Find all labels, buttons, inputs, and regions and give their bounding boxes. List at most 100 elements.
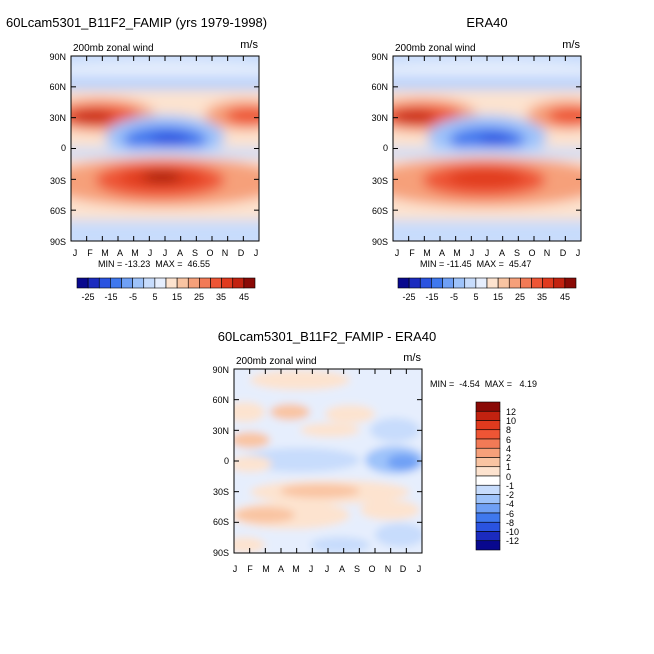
y-tick-label: 30S — [213, 487, 229, 497]
colorbar-label: -10 — [506, 527, 519, 537]
colorbar-label: 45 — [239, 292, 249, 302]
panel-2-title: ERA40 — [466, 15, 507, 30]
x-tick-label: J — [148, 248, 153, 258]
x-tick-label: A — [499, 248, 505, 258]
panel-2-colorbar-labels: -25 -15 -5 5 15 25 35 45 — [402, 292, 570, 302]
x-tick-label: A — [278, 564, 284, 574]
x-tick-label: M — [423, 248, 431, 258]
colorbar-swatch — [154, 277, 167, 289]
panel-3-title: 60Lcam5301_B11F2_FAMIP - ERA40 — [218, 329, 436, 344]
x-tick-label: J — [576, 248, 581, 258]
x-tick-label: M — [131, 248, 139, 258]
x-tick-label: M — [262, 564, 270, 574]
y-tick-label: 30N — [212, 426, 229, 436]
colorbar-label: 25 — [515, 292, 525, 302]
panel-1-colorbar — [76, 277, 256, 289]
x-tick-label: M — [453, 248, 461, 258]
y-tick-label: 30N — [371, 113, 388, 123]
y-tick-label: 0 — [383, 143, 388, 153]
colorbar-swatch — [419, 277, 432, 289]
panel-3-colorbar — [475, 401, 501, 551]
panel-3-units: m/s — [403, 352, 421, 364]
x-tick-label: D — [560, 248, 567, 258]
colorbar-swatch — [553, 277, 566, 289]
colorbar-swatch — [176, 277, 189, 289]
colorbar-label: 5 — [152, 292, 157, 302]
colorbar-swatch — [520, 277, 532, 289]
colorbar-label: 6 — [506, 435, 511, 445]
colorbar-swatch — [475, 475, 501, 486]
panel-1-subtitle: 200mb zonal wind — [73, 43, 154, 54]
colorbar-label: 1 — [506, 462, 511, 472]
x-tick-label: J — [163, 248, 168, 258]
panel-1-units: m/s — [240, 39, 258, 51]
panel-2-stats: MIN = -11.45 MAX = 45.47 — [420, 259, 531, 269]
x-tick-label: J — [395, 248, 400, 258]
colorbar-label: -2 — [506, 490, 514, 500]
colorbar-swatch — [87, 277, 100, 289]
colorbar-swatch — [165, 277, 178, 289]
colorbar-swatch — [76, 277, 89, 289]
panel-3-y-axis: 90N 60N 30N 0 30S 60S 90S — [212, 365, 229, 558]
colorbar-label: -25 — [81, 292, 94, 302]
x-tick-label: D — [400, 564, 407, 574]
axis-tick-marks — [70, 55, 582, 554]
x-tick-label: O — [528, 248, 535, 258]
colorbar-label: 15 — [493, 292, 503, 302]
colorbar-swatch — [187, 277, 200, 289]
colorbar-swatch — [475, 503, 501, 514]
panel-difference: 60Lcam5301_B11F2_FAMIP - ERA40 200mb zon… — [212, 329, 537, 574]
colorbar-swatch — [397, 277, 410, 289]
colorbar-swatch — [542, 277, 555, 289]
colorbar-label: 35 — [537, 292, 547, 302]
colorbar-label: 5 — [473, 292, 478, 302]
panel-1-field — [71, 56, 259, 241]
colorbar-swatch — [442, 277, 454, 289]
colorbar-swatch — [232, 277, 245, 289]
colorbar-swatch — [121, 277, 133, 289]
colorbar-swatch — [98, 277, 111, 289]
colorbar-swatch — [475, 484, 501, 495]
x-tick-label: N — [222, 248, 229, 258]
colorbar-swatch — [475, 447, 501, 458]
x-tick-label: J — [417, 564, 422, 574]
colorbar-label: -1 — [506, 481, 514, 491]
x-tick-label: O — [368, 564, 375, 574]
x-tick-label: N — [544, 248, 551, 258]
x-tick-label: S — [354, 564, 360, 574]
x-tick-label: S — [192, 248, 198, 258]
x-tick-label: A — [177, 248, 183, 258]
colorbar-swatch — [243, 277, 256, 289]
colorbar-swatch — [475, 457, 501, 468]
panel-observations: ERA40 200mb zonal wind m/s — [371, 15, 582, 302]
panel-2-units: m/s — [562, 39, 580, 51]
panel-2-colorbar — [397, 277, 577, 289]
y-tick-label: 90S — [213, 548, 229, 558]
colorbar-label: -6 — [506, 509, 514, 519]
y-tick-label: 30S — [372, 176, 388, 186]
x-tick-label: F — [409, 248, 415, 258]
x-tick-label: J — [325, 564, 330, 574]
colorbar-label: 2 — [506, 453, 511, 463]
x-tick-label: J — [254, 248, 259, 258]
x-tick-label: A — [439, 248, 445, 258]
colorbar-label: -25 — [402, 292, 415, 302]
colorbar-swatch — [486, 277, 499, 289]
colorbar-swatch — [210, 277, 222, 289]
colorbar-swatch — [221, 277, 234, 289]
colorbar-label: -5 — [129, 292, 137, 302]
colorbar-label: -15 — [104, 292, 117, 302]
x-tick-label: M — [292, 564, 300, 574]
y-tick-label: 60N — [212, 395, 229, 405]
panel-1-colorbar-labels: -25 -15 -5 5 15 25 35 45 — [81, 292, 249, 302]
colorbar-swatch — [110, 277, 122, 289]
colorbar-swatch — [464, 277, 477, 289]
x-tick-label: J — [470, 248, 475, 258]
colorbar-swatch — [508, 277, 521, 289]
colorbar-swatch — [497, 277, 510, 289]
panel-1-title: 60Lcam5301_B11F2_FAMIP (yrs 1979-1998) — [6, 15, 267, 30]
colorbar-swatch — [475, 410, 501, 421]
colorbar-swatch — [475, 438, 501, 449]
x-tick-label: S — [514, 248, 520, 258]
panel-2-subtitle: 200mb zonal wind — [395, 43, 476, 54]
